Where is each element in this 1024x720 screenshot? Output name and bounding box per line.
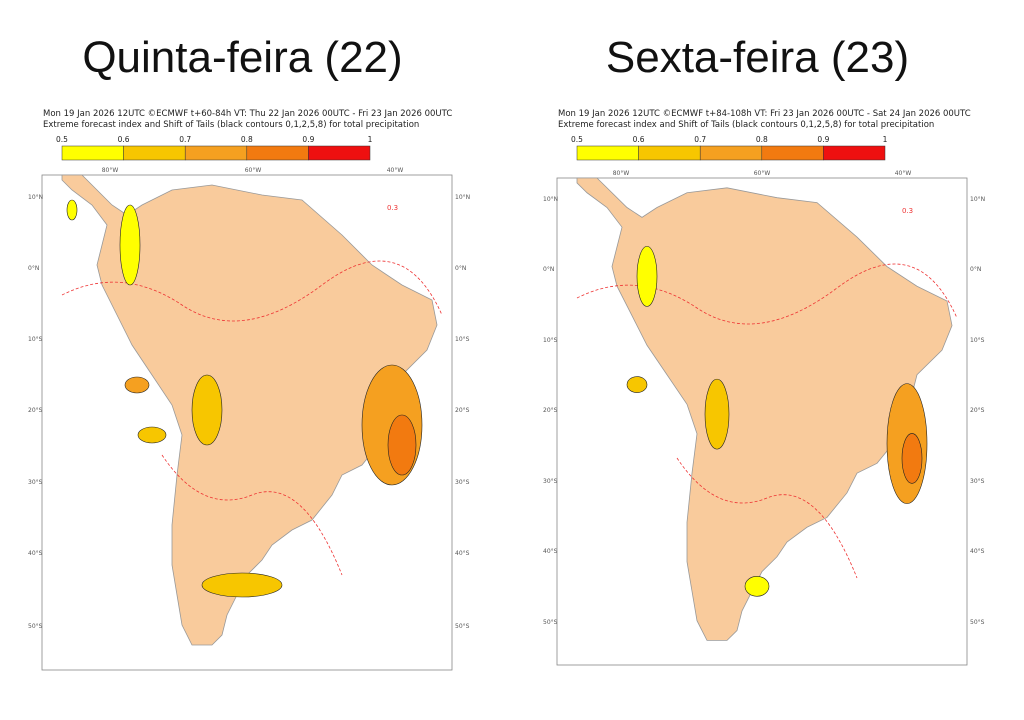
lat-label: 0°N — [970, 266, 981, 273]
colorbar-segment — [823, 145, 886, 161]
contour-label: 0.3 — [387, 204, 398, 212]
colorbar-segment — [761, 145, 824, 161]
colorbar-segment — [308, 145, 371, 161]
colorbar-tick-label: 0.6 — [633, 135, 645, 144]
colorbar-segment — [638, 145, 701, 161]
efi-area — [744, 575, 770, 597]
colorbar-tick-label: 0.5 — [571, 135, 583, 144]
panel-header: Mon 19 Jan 2026 12UTC ©ECMWF t+84-108h V… — [558, 109, 971, 119]
lat-label: 50°S — [970, 619, 985, 626]
lat-label: 0°N — [455, 265, 466, 272]
efi-area — [137, 426, 167, 444]
lat-label: 40°S — [28, 550, 43, 557]
colorbar-tick-label: 1 — [883, 135, 888, 144]
colorbar-tick-label: 1 — [368, 135, 373, 144]
colorbar-tick-label: 0.7 — [179, 135, 191, 144]
lat-label: 10°S — [970, 337, 985, 344]
colorbar-segment — [576, 145, 639, 161]
lat-label: 10°N — [543, 196, 558, 203]
lat-label: 50°S — [455, 623, 470, 630]
contour-label: 0.3 — [902, 207, 913, 215]
panel-title: Sexta-feira (23) — [606, 33, 909, 82]
lat-label: 40°S — [970, 548, 985, 555]
lat-label: 30°S — [970, 478, 985, 485]
efi-area — [201, 572, 283, 598]
lon-label: 60°W — [754, 170, 771, 177]
lon-label: 40°W — [387, 167, 404, 174]
lon-label: 40°W — [895, 170, 912, 177]
lat-label: 20°S — [970, 407, 985, 414]
efi-area — [626, 376, 648, 393]
map-panel: Sexta-feira (23) Mon 19 Jan 2026 12UTC ©E… — [543, 33, 985, 666]
lat-label: 10°N — [28, 194, 43, 201]
colorbar-segment — [184, 145, 248, 161]
colorbar-tick-label: 0.9 — [302, 135, 314, 144]
lon-label: 80°W — [102, 167, 119, 174]
colorbar-tick-label: 0.6 — [118, 135, 130, 144]
lat-label: 40°S — [543, 548, 558, 555]
lat-label: 0°N — [28, 265, 39, 272]
panel-header: Mon 19 Jan 2026 12UTC ©ECMWF t+60-84h VT… — [43, 109, 452, 119]
efi-area — [387, 414, 417, 476]
colorbar-segment — [246, 145, 309, 161]
colorbar-segment — [123, 145, 186, 161]
lat-label: 50°S — [28, 623, 43, 630]
lat-label: 10°S — [28, 336, 43, 343]
efi-area — [119, 204, 141, 286]
efi-area — [66, 199, 78, 221]
lat-label: 30°S — [543, 478, 558, 485]
colorbar-segment — [61, 145, 124, 161]
colorbar-tick-label: 0.5 — [56, 135, 68, 144]
efi-area — [124, 376, 150, 394]
lat-label: 40°S — [455, 550, 470, 557]
lat-label: 20°S — [455, 407, 470, 414]
panel-title: Quinta-feira (22) — [82, 33, 402, 82]
lat-label: 10°S — [543, 337, 558, 344]
lat-label: 20°S — [28, 407, 43, 414]
lon-label: 80°W — [613, 170, 630, 177]
efi-area — [901, 433, 923, 484]
lat-label: 20°S — [543, 407, 558, 414]
panel-header: Extreme forecast index and Shift of Tail… — [43, 120, 419, 130]
efi-area — [636, 246, 658, 307]
lat-label: 10°S — [455, 336, 470, 343]
lat-label: 0°N — [543, 266, 554, 273]
colorbar-tick-label: 0.8 — [756, 135, 768, 144]
efi-area — [191, 374, 223, 446]
colorbar-segment — [699, 145, 763, 161]
lat-label: 50°S — [543, 619, 558, 626]
colorbar-tick-label: 0.8 — [241, 135, 253, 144]
colorbar-tick-label: 0.9 — [817, 135, 829, 144]
efi-area — [704, 378, 730, 450]
lat-label: 30°S — [28, 479, 43, 486]
panel-header: Extreme forecast index and Shift of Tail… — [558, 120, 934, 130]
colorbar-tick-label: 0.7 — [694, 135, 706, 144]
lat-label: 30°S — [455, 479, 470, 486]
map-panel: Quinta-feira (22) Mon 19 Jan 2026 12UTC ©… — [28, 33, 470, 671]
lon-label: 60°W — [245, 167, 262, 174]
lat-label: 10°N — [455, 194, 470, 201]
lat-label: 10°N — [970, 196, 985, 203]
